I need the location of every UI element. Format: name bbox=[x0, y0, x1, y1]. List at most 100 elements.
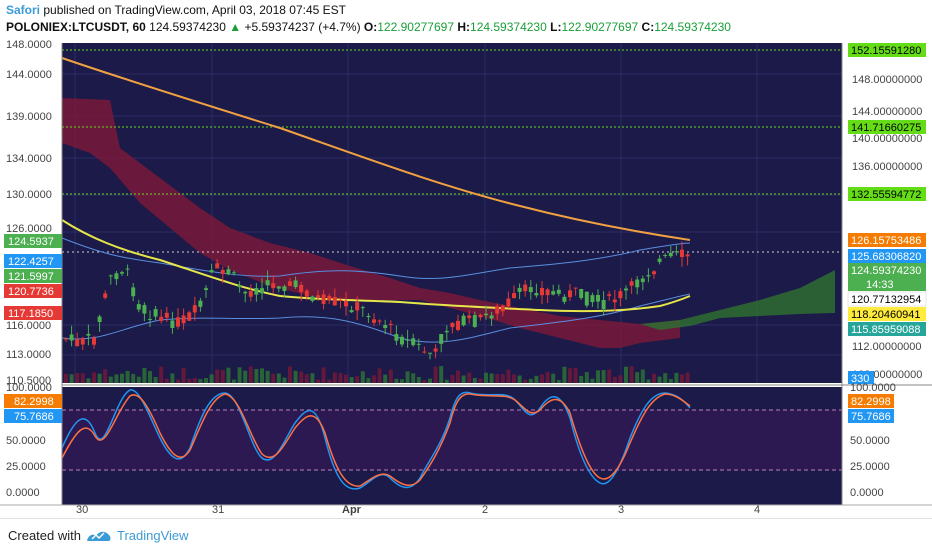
chart-canvas[interactable]: 148.0000 144.0000 139.0000 134.0000 130.… bbox=[0, 38, 932, 518]
candle-body bbox=[344, 300, 348, 307]
volume-bar bbox=[108, 376, 113, 383]
volume-bar bbox=[646, 379, 651, 383]
candle-body bbox=[327, 295, 332, 301]
volume-bar bbox=[271, 373, 276, 383]
candle-body bbox=[484, 313, 488, 316]
chart-header: Safori published on TradingView.com, Apr… bbox=[0, 0, 932, 38]
volume-bar bbox=[584, 372, 589, 383]
chart-area[interactable]: 148.0000 144.0000 139.0000 134.0000 130.… bbox=[0, 38, 932, 518]
candle-body bbox=[114, 273, 119, 280]
open-value: 122.90277697 bbox=[377, 20, 454, 34]
candle-body bbox=[472, 315, 477, 327]
volume-bar bbox=[444, 379, 449, 383]
x-label-apr: Apr bbox=[342, 504, 362, 516]
close-value: 124.59374230 bbox=[654, 20, 731, 34]
candle-body bbox=[478, 314, 483, 318]
volume-bar bbox=[366, 378, 371, 383]
volume-bar bbox=[601, 370, 606, 383]
x-label-4: 4 bbox=[754, 504, 760, 516]
candle-body bbox=[181, 315, 186, 324]
candle-body bbox=[584, 291, 589, 306]
volume-bar bbox=[607, 369, 612, 383]
volume-bar bbox=[562, 366, 567, 383]
left-tick: 110.5000 bbox=[6, 375, 51, 387]
candle-body bbox=[556, 289, 561, 294]
candle-body bbox=[237, 284, 242, 288]
candle-body bbox=[416, 343, 421, 345]
candle-body bbox=[456, 320, 460, 330]
candle-body bbox=[360, 307, 365, 309]
candle-body bbox=[618, 291, 623, 299]
candle-body bbox=[153, 309, 158, 317]
volume-bar bbox=[187, 378, 192, 383]
candle-body bbox=[685, 254, 690, 257]
candle-body bbox=[92, 337, 96, 345]
candle-body bbox=[562, 296, 567, 302]
low-value: 122.90277697 bbox=[561, 20, 639, 34]
candle-body bbox=[125, 268, 130, 270]
footer: Created with TradingView bbox=[0, 518, 932, 550]
right-badge-ma-orange: 126.15753486 bbox=[851, 235, 921, 247]
volume-bar bbox=[383, 374, 388, 383]
volume-bar bbox=[176, 379, 180, 383]
author-link[interactable]: Safori bbox=[6, 3, 41, 17]
volume-bar bbox=[512, 374, 516, 383]
volume-bar bbox=[125, 370, 130, 383]
tradingview-logo-icon[interactable] bbox=[86, 527, 112, 543]
candle-body bbox=[366, 315, 371, 318]
volume-bar bbox=[153, 376, 158, 383]
candle-body bbox=[411, 338, 416, 346]
volume-bar bbox=[517, 375, 522, 383]
volume-bar bbox=[148, 371, 152, 383]
volume-bar bbox=[596, 370, 600, 383]
volume-bar bbox=[523, 379, 528, 383]
left-osc-axis: 100.0000 50.0000 25.0000 0.0000 82.2998 … bbox=[4, 382, 62, 499]
right-tick: 144.00000000 bbox=[852, 106, 922, 118]
symbol-name[interactable]: POLONIEX:LTCUSDT, 60 bbox=[6, 20, 146, 34]
candle-body bbox=[260, 288, 264, 294]
candle-body bbox=[640, 278, 645, 283]
volume-bar bbox=[75, 373, 80, 383]
volume-bar bbox=[159, 366, 164, 383]
left-badge-current: 124.5937 bbox=[8, 236, 54, 248]
ma-yellow-line bbox=[61, 219, 691, 313]
right-osc-tick: 25.0000 bbox=[850, 461, 890, 473]
right-badge-last-price: 124.59374230 bbox=[851, 265, 921, 277]
right-badge-bg bbox=[848, 371, 874, 384]
left-osc-tick: 0.0000 bbox=[6, 487, 40, 499]
candle-body bbox=[372, 319, 376, 323]
volume-bar bbox=[411, 373, 416, 383]
volume-bar bbox=[540, 374, 544, 383]
candle-body bbox=[674, 251, 679, 253]
candle-body bbox=[176, 317, 180, 327]
candle-body bbox=[136, 304, 141, 310]
candle-body bbox=[517, 287, 522, 292]
candle-body bbox=[489, 315, 494, 319]
ma-orange-line bbox=[61, 57, 691, 241]
candle-body bbox=[405, 339, 410, 341]
volume-bar bbox=[668, 379, 673, 383]
volume-bar bbox=[590, 378, 595, 383]
symbol-line: POLONIEX:LTCUSDT, 60 124.59374230 ▲ +5.5… bbox=[6, 20, 731, 34]
stoch-d-line bbox=[61, 393, 691, 487]
volume-bar bbox=[484, 372, 488, 383]
volume-bar bbox=[181, 367, 186, 383]
volume-bar bbox=[400, 379, 404, 383]
publish-line: Safori published on TradingView.com, Apr… bbox=[6, 3, 346, 17]
right-price-ticks: 148.00000000 144.00000000 140.00000000 1… bbox=[852, 74, 922, 381]
left-osc-badge-bg bbox=[4, 409, 62, 423]
left-badge-close: 121.5997 bbox=[8, 271, 54, 283]
left-badge-bg bbox=[4, 306, 62, 320]
time-axis[interactable]: 30 31 Apr 2 3 4 bbox=[76, 504, 760, 516]
volume-bar bbox=[316, 379, 320, 383]
candle-body bbox=[624, 288, 628, 291]
volume-bar bbox=[327, 379, 332, 383]
volume-bar bbox=[635, 372, 640, 383]
candle-body bbox=[243, 291, 248, 294]
left-tick: 116.0000 bbox=[6, 320, 51, 332]
volume-bar bbox=[92, 372, 96, 383]
volume-bar bbox=[136, 376, 141, 383]
tradingview-link[interactable]: TradingView bbox=[117, 528, 189, 543]
right-badge-level-1: 152.15591280 bbox=[851, 45, 921, 57]
right-badge-bg bbox=[848, 249, 926, 263]
